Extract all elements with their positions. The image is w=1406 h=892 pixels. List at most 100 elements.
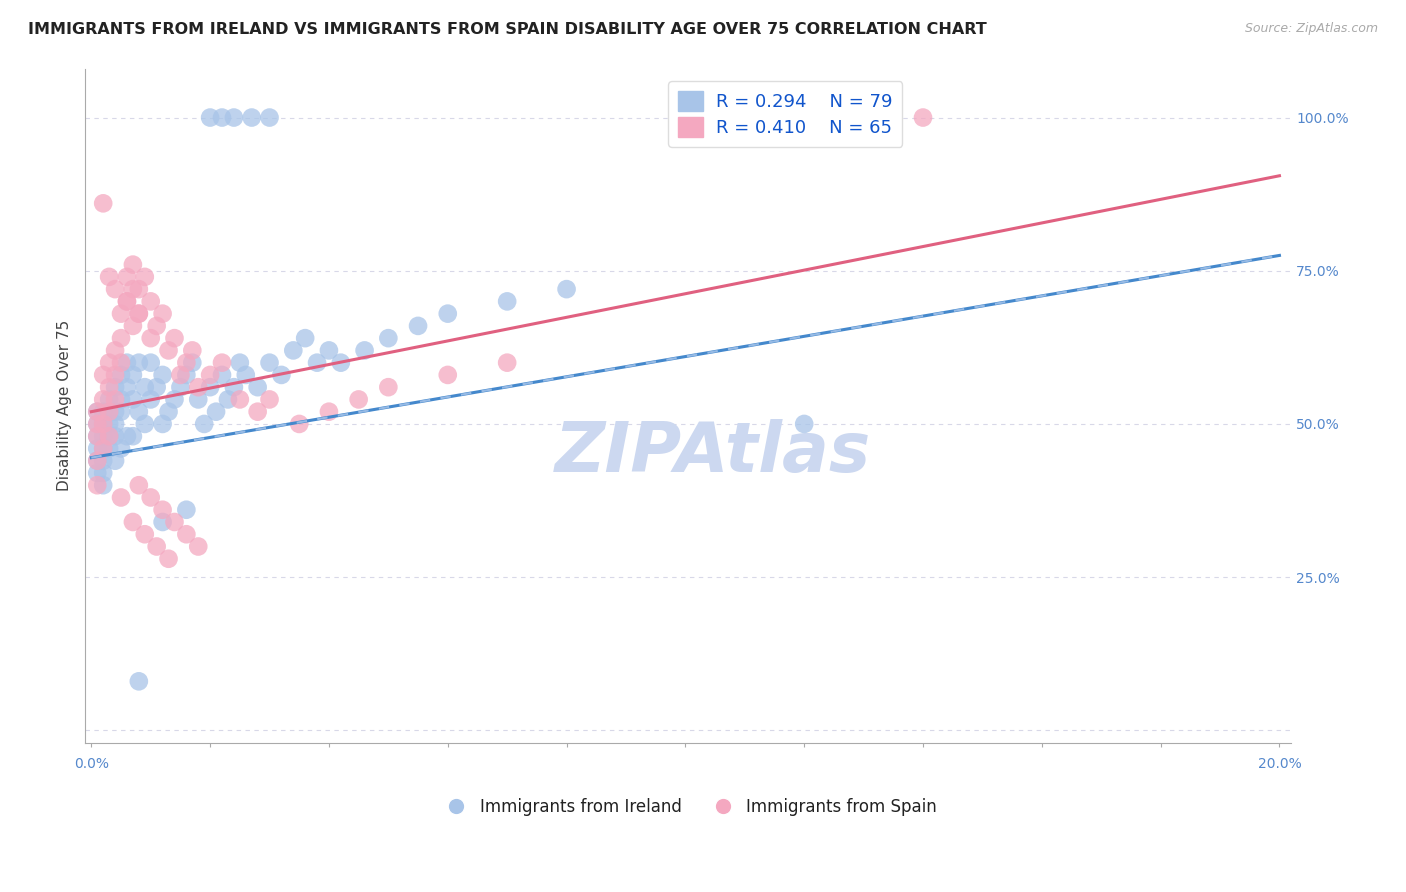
Point <box>98 269 121 284</box>
Point <box>110 368 132 382</box>
Point <box>205 405 228 419</box>
Point <box>98 356 121 370</box>
Point <box>176 527 198 541</box>
Point <box>110 392 132 407</box>
Point <box>307 356 329 370</box>
Point <box>198 380 221 394</box>
Point <box>115 356 138 370</box>
Point <box>128 307 150 321</box>
Point <box>163 331 186 345</box>
Point <box>377 380 399 394</box>
Point <box>139 356 162 370</box>
Point <box>496 356 519 370</box>
Point <box>198 111 221 125</box>
Point <box>496 294 519 309</box>
Point <box>157 405 180 419</box>
Point <box>98 417 121 431</box>
Point <box>187 380 209 394</box>
Point <box>134 269 156 284</box>
Point <box>91 405 114 419</box>
Point <box>198 368 221 382</box>
Point <box>110 405 132 419</box>
Point <box>288 417 311 431</box>
Point <box>104 380 127 394</box>
Point <box>122 258 145 272</box>
Point <box>134 380 156 394</box>
Point <box>163 515 186 529</box>
Point <box>91 368 114 382</box>
Point <box>187 392 209 407</box>
Point <box>211 356 233 370</box>
Point <box>911 111 934 125</box>
Text: 0.0%: 0.0% <box>75 756 108 771</box>
Point <box>193 417 215 431</box>
Point <box>152 502 174 516</box>
Point <box>98 380 121 394</box>
Point <box>377 331 399 345</box>
Point <box>139 294 162 309</box>
Point <box>169 368 191 382</box>
Point <box>152 368 174 382</box>
Point <box>259 392 281 407</box>
Point <box>91 417 114 431</box>
Point <box>91 442 114 456</box>
Point <box>246 380 269 394</box>
Point <box>139 331 162 345</box>
Point <box>181 343 204 358</box>
Point <box>128 307 150 321</box>
Point <box>110 356 132 370</box>
Point <box>436 307 458 321</box>
Point <box>128 478 150 492</box>
Point <box>104 417 127 431</box>
Point <box>128 674 150 689</box>
Point <box>152 417 174 431</box>
Point <box>91 453 114 467</box>
Point <box>347 392 370 407</box>
Point <box>86 417 108 431</box>
Point <box>122 318 145 333</box>
Point <box>86 405 108 419</box>
Point <box>122 392 145 407</box>
Point <box>122 429 145 443</box>
Y-axis label: Disability Age Over 75: Disability Age Over 75 <box>58 320 72 491</box>
Point <box>91 442 114 456</box>
Point <box>222 111 245 125</box>
Point <box>104 453 127 467</box>
Point <box>436 368 458 382</box>
Point <box>134 417 156 431</box>
Point <box>176 356 198 370</box>
Point <box>229 356 252 370</box>
Point <box>98 405 121 419</box>
Point <box>91 417 114 431</box>
Point <box>222 380 245 394</box>
Point <box>329 356 352 370</box>
Point <box>318 343 340 358</box>
Point <box>211 368 233 382</box>
Point <box>246 405 269 419</box>
Point <box>128 282 150 296</box>
Point <box>235 368 257 382</box>
Point <box>98 429 121 443</box>
Point <box>152 515 174 529</box>
Point <box>240 111 263 125</box>
Point <box>98 392 121 407</box>
Point <box>152 307 174 321</box>
Point <box>259 111 281 125</box>
Text: Source: ZipAtlas.com: Source: ZipAtlas.com <box>1244 22 1378 36</box>
Point <box>211 111 233 125</box>
Point <box>294 331 316 345</box>
Point <box>283 343 305 358</box>
Point <box>122 515 145 529</box>
Point <box>91 478 114 492</box>
Point <box>104 368 127 382</box>
Point <box>110 307 132 321</box>
Point <box>104 392 127 407</box>
Point <box>104 429 127 443</box>
Point <box>86 442 108 456</box>
Point <box>104 343 127 358</box>
Point <box>110 331 132 345</box>
Point <box>86 417 108 431</box>
Point <box>86 405 108 419</box>
Point <box>115 294 138 309</box>
Point <box>91 466 114 480</box>
